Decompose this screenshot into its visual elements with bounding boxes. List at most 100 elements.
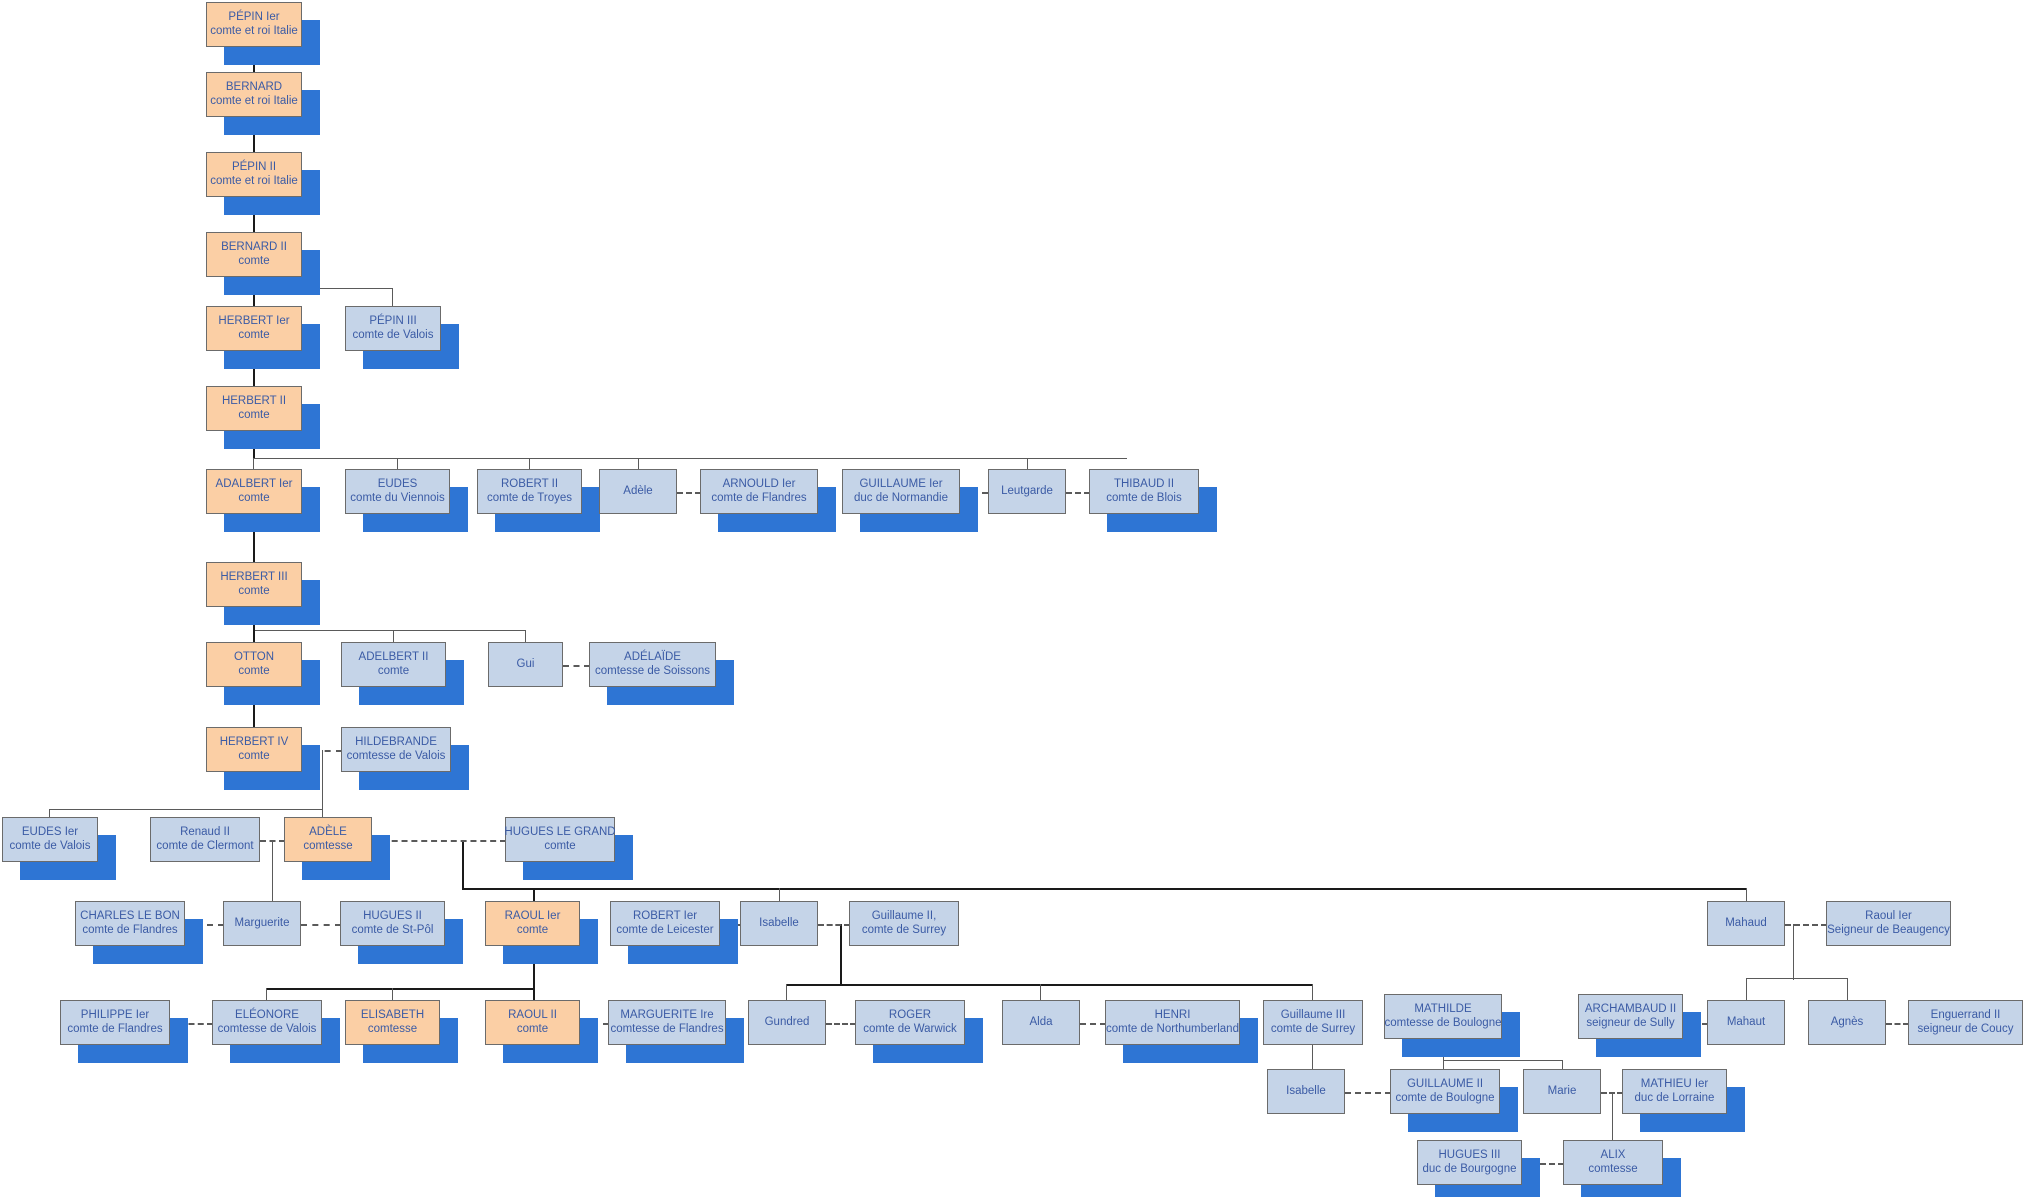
person-node-mathieu1[interactable]: MATHIEU Ier duc de Lorraine xyxy=(1622,1069,1727,1114)
person-name: ALIX xyxy=(1600,1148,1626,1161)
person-node-hugues3[interactable]: HUGUES III duc de Bourgogne xyxy=(1417,1140,1522,1185)
person-node-hugues_gr[interactable]: HUGUES LE GRAND comte xyxy=(504,817,616,862)
person-title: comte xyxy=(238,254,270,267)
person-title: comtesse de Valois xyxy=(217,1022,317,1035)
person-node-archambaud2[interactable]: ARCHAMBAUD II seigneur de Sully xyxy=(1578,994,1683,1039)
line-raoul1-down xyxy=(533,946,535,990)
person-node-gundred[interactable]: Gundred xyxy=(748,1000,826,1045)
person-node-eudes1v[interactable]: EUDES Ier comte de Valois xyxy=(2,817,98,862)
line-drop-pepin3 xyxy=(392,288,393,306)
line-bus-herbert4-children xyxy=(49,809,323,810)
person-node-eudesv[interactable]: EUDES comte du Viennois xyxy=(345,469,450,514)
person-name: CHARLES LE BON xyxy=(80,909,180,922)
person-node-herbert3[interactable]: HERBERT III comte xyxy=(206,562,302,607)
line-couple-mahaud-raoul-down xyxy=(1793,924,1794,980)
line-drop-eudes1v xyxy=(49,809,50,817)
person-node-herbert2[interactable]: HERBERT II comte xyxy=(206,386,302,431)
line-bus-raoul1-children xyxy=(266,988,534,990)
person-title: comte de Troyes xyxy=(486,491,572,504)
person-node-adele_n[interactable]: Adèle xyxy=(599,469,677,514)
person-name: EUDES Ier xyxy=(21,825,79,838)
person-title: comte de Flandres xyxy=(82,923,178,936)
person-name: MARGUERITE Ire xyxy=(620,1008,714,1021)
person-title: comtesse de Flandres xyxy=(610,1022,724,1035)
person-node-leutgarde[interactable]: Leutgarde xyxy=(988,469,1066,514)
person-node-philippe1[interactable]: PHILIPPE Ier comte de Flandres xyxy=(60,1000,170,1045)
person-node-enguerrand2[interactable]: Enguerrand II seigneur de Coucy xyxy=(1908,1000,2023,1045)
person-name: HERBERT III xyxy=(220,570,288,583)
person-node-robert1l[interactable]: ROBERT Ier comte de Leicester xyxy=(610,901,720,946)
person-node-marie[interactable]: Marie xyxy=(1523,1069,1601,1114)
person-node-renaud2[interactable]: Renaud II comte de Clermont xyxy=(150,817,260,862)
line-drop-adele-c xyxy=(322,809,323,817)
line-guillaume3-isabelle2 xyxy=(1312,1045,1313,1069)
person-node-herbert4[interactable]: HERBERT IV comte xyxy=(206,727,302,772)
line-drop-agnes xyxy=(1847,978,1848,1000)
person-node-henri[interactable]: HENRI comte de Northumberland xyxy=(1105,1000,1240,1045)
line-drop-mahaud xyxy=(1746,888,1747,901)
person-node-hildebrande[interactable]: HILDEBRANDE comtesse de Valois xyxy=(341,727,451,772)
person-node-pepin2[interactable]: PÉPIN II comte et roi Italie xyxy=(206,152,302,197)
line-bus-mathilde-children xyxy=(1443,1060,1562,1061)
person-node-hugues2[interactable]: HUGUES II comte de St-Pôl xyxy=(340,901,445,946)
person-title: comte de Flandres xyxy=(67,1022,163,1035)
marriage-link-isabelle1-guillaume2s xyxy=(818,924,850,926)
line-drop-mahaut xyxy=(1746,978,1747,1000)
person-title: comtesse de Valois xyxy=(346,749,446,762)
person-name: Guillaume II, xyxy=(871,909,937,922)
person-node-marguerite1[interactable]: MARGUERITE Ire comtesse de Flandres xyxy=(608,1000,726,1045)
line-bus-bernard2-children xyxy=(253,288,393,289)
person-title: comte de Valois xyxy=(352,328,434,341)
person-node-guillaume2b[interactable]: GUILLAUME II comte de Boulogne xyxy=(1390,1069,1500,1114)
person-node-isabelle2[interactable]: Isabelle xyxy=(1267,1069,1345,1114)
person-node-adelbert2[interactable]: ADELBERT II comte xyxy=(341,642,446,687)
person-node-raoul1b[interactable]: Raoul Ier Seigneur de Beaugency xyxy=(1826,901,1951,946)
person-node-eleonore[interactable]: ELÉONORE comtesse de Valois xyxy=(212,1000,322,1045)
line-couple-marie-mathieu-down xyxy=(1612,1092,1613,1140)
line-drop-elisabeth xyxy=(392,988,393,1000)
person-node-mathilde[interactable]: MATHILDE comtesse de Boulogne xyxy=(1384,994,1502,1039)
person-node-bernard[interactable]: BERNARD comte et roi Italie xyxy=(206,72,302,117)
person-node-roger[interactable]: ROGER comte de Warwick xyxy=(855,1000,965,1045)
person-node-guillaume2s[interactable]: Guillaume II, comte de Surrey xyxy=(849,901,959,946)
person-name: Adèle xyxy=(623,484,653,497)
person-node-charles_bon[interactable]: CHARLES LE BON comte de Flandres xyxy=(75,901,185,946)
person-title: comte xyxy=(238,584,270,597)
person-name: ARNOULD Ier xyxy=(722,477,796,490)
person-node-isabelle1[interactable]: Isabelle xyxy=(740,901,818,946)
person-node-elisabeth[interactable]: ELISABETH comtesse xyxy=(345,1000,440,1045)
person-node-guillaume1[interactable]: GUILLAUME Ier duc de Normandie xyxy=(842,469,960,514)
person-node-herbert1[interactable]: HERBERT Ier comte xyxy=(206,306,302,351)
person-node-alix[interactable]: ALIX comtesse xyxy=(1563,1140,1663,1185)
person-node-thibaud2[interactable]: THIBAUD II comte de Blois xyxy=(1089,469,1199,514)
person-node-otton[interactable]: OTTON comte xyxy=(206,642,302,687)
person-node-bernard2[interactable]: BERNARD II comte xyxy=(206,232,302,277)
person-node-pepin3[interactable]: PÉPIN III comte de Valois xyxy=(345,306,441,351)
person-node-robert2[interactable]: ROBERT II comte de Troyes xyxy=(477,469,582,514)
line-otton-herbert4 xyxy=(253,687,255,727)
person-node-arnould1[interactable]: ARNOULD Ier comte de Flandres xyxy=(700,469,818,514)
person-node-alda[interactable]: Alda xyxy=(1002,1000,1080,1045)
person-node-adalbert1[interactable]: ADALBERT Ier comte xyxy=(206,469,302,514)
line-couple-herbert4-down xyxy=(322,750,323,810)
person-node-guillaume3[interactable]: Guillaume III comte de Surrey xyxy=(1263,1000,1363,1045)
person-title: comte xyxy=(516,1022,549,1035)
person-node-agnes[interactable]: Agnès xyxy=(1808,1000,1886,1045)
person-node-raoul1[interactable]: RAOUL Ier comte xyxy=(485,901,580,946)
person-name: Gundred xyxy=(764,1015,810,1028)
person-node-mahaud[interactable]: Mahaud xyxy=(1707,901,1785,946)
person-node-raoul2[interactable]: RAOUL II comte xyxy=(485,1000,580,1045)
person-node-pepin1[interactable]: PÉPIN Ier comte et roi Italie xyxy=(206,2,302,47)
person-node-gui[interactable]: Gui xyxy=(488,642,563,687)
person-node-adele_c[interactable]: ADÈLE comtesse xyxy=(284,817,372,862)
marriage-link-alda-henri xyxy=(1080,1023,1106,1025)
person-name: HERBERT IV xyxy=(219,735,289,748)
line-drop-guillaume2b xyxy=(1443,1060,1444,1069)
person-node-mahaut[interactable]: Mahaut xyxy=(1707,1000,1785,1045)
person-name: ADELBERT II xyxy=(358,650,429,663)
person-node-adelaide[interactable]: ADÉLAÏDE comtesse de Soissons xyxy=(589,642,716,687)
person-title: comte et roi Italie xyxy=(210,94,298,107)
person-name: ELISABETH xyxy=(360,1008,425,1021)
person-node-marguerite[interactable]: Marguerite xyxy=(223,901,301,946)
